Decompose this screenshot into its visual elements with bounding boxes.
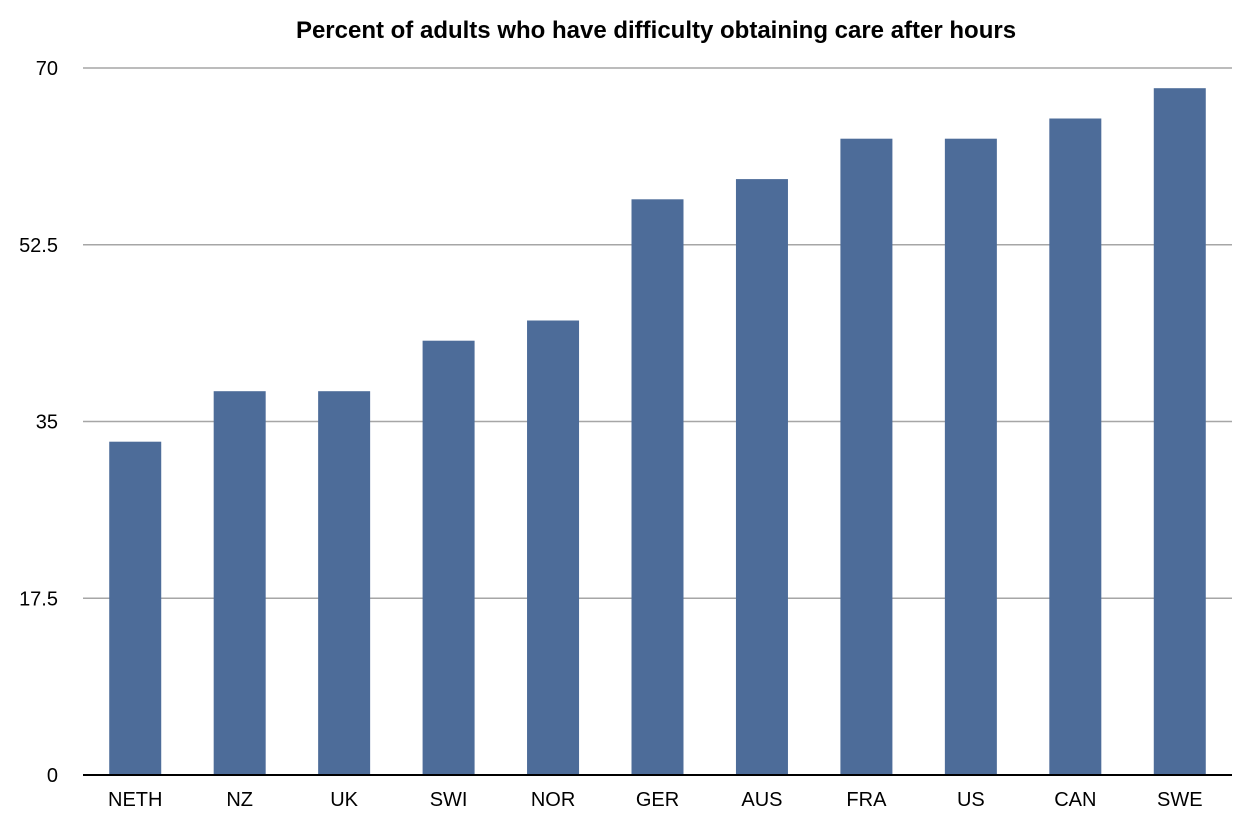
y-tick-label: 0	[47, 765, 58, 787]
y-tick-label: 70	[36, 58, 58, 80]
x-axis-ticks: NETH NZ UK SWI NOR GER AUS FRA US CAN SWE	[108, 789, 1203, 811]
x-tick-label: CAN	[1054, 789, 1096, 811]
bar-fra	[840, 138, 893, 775]
bar-neth	[109, 441, 162, 775]
x-tick-label: FRA	[846, 789, 887, 811]
bar-nz	[213, 391, 266, 775]
chart-title: Percent of adults who have difficulty ob…	[296, 17, 1016, 44]
bar-swe	[1153, 88, 1206, 775]
x-tick-label: NZ	[226, 789, 253, 811]
bar-nor	[527, 320, 580, 775]
bar-can	[1049, 118, 1102, 775]
x-tick-label: UK	[330, 789, 358, 811]
x-tick-label: US	[957, 789, 985, 811]
y-tick-label: 35	[36, 412, 58, 434]
x-tick-label: AUS	[741, 789, 782, 811]
y-axis-ticks: 0 17.5 35 52.5 70	[19, 58, 58, 787]
bar-uk	[318, 391, 371, 775]
bar-swi	[422, 340, 475, 775]
bars	[109, 88, 1206, 776]
y-tick-label: 52.5	[19, 235, 58, 257]
bar-aus	[735, 179, 788, 776]
x-tick-label: NOR	[531, 789, 575, 811]
x-tick-label: NETH	[108, 789, 162, 811]
x-tick-label: SWE	[1157, 789, 1203, 811]
bar-ger	[631, 199, 684, 776]
x-tick-label: SWI	[430, 789, 468, 811]
x-tick-label: GER	[636, 789, 679, 811]
bar-us	[944, 138, 997, 775]
y-tick-label: 17.5	[19, 588, 58, 610]
